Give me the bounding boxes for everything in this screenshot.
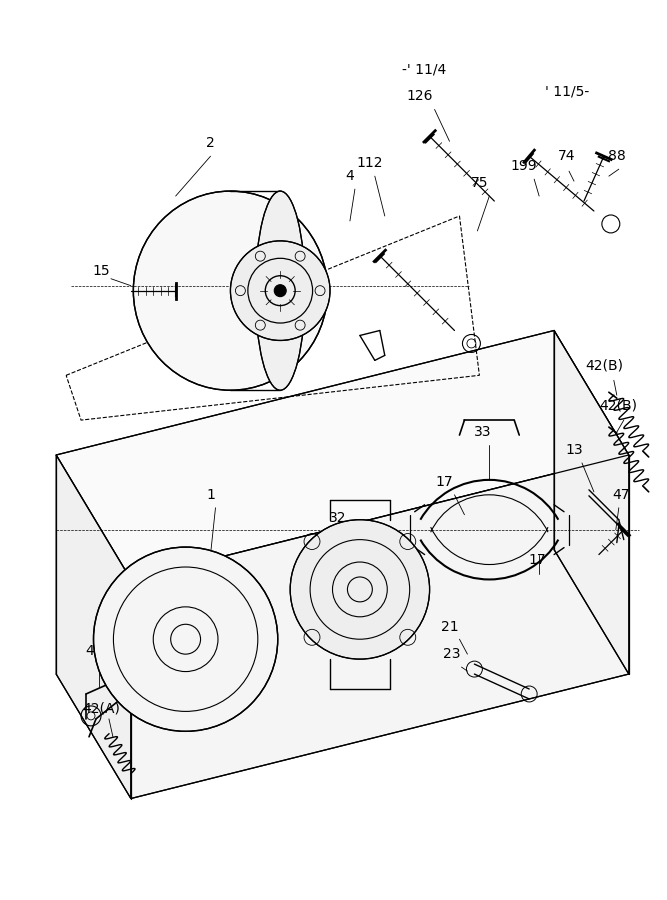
Polygon shape <box>56 455 131 798</box>
Polygon shape <box>56 330 629 580</box>
Text: 4: 4 <box>346 169 354 183</box>
Text: 21: 21 <box>441 620 458 634</box>
Text: 74: 74 <box>558 149 576 163</box>
Text: 17: 17 <box>436 475 454 489</box>
Text: 41: 41 <box>85 644 103 658</box>
Text: 42(A): 42(A) <box>82 702 120 716</box>
Ellipse shape <box>255 191 305 391</box>
Text: ' 11/5-: ' 11/5- <box>545 85 589 98</box>
Text: 32: 32 <box>329 510 347 525</box>
Text: 47: 47 <box>612 488 630 502</box>
Text: 33: 33 <box>474 425 491 439</box>
Text: 46: 46 <box>154 600 171 615</box>
Text: 1: 1 <box>206 488 215 502</box>
Text: 126: 126 <box>406 89 433 104</box>
Ellipse shape <box>133 191 327 391</box>
Text: 23: 23 <box>443 647 460 662</box>
Text: 13: 13 <box>565 443 583 457</box>
Text: 39: 39 <box>187 572 204 587</box>
Text: 75: 75 <box>471 176 488 190</box>
Ellipse shape <box>93 547 277 732</box>
Ellipse shape <box>274 284 286 297</box>
Ellipse shape <box>230 241 330 340</box>
Text: 17: 17 <box>528 553 546 566</box>
Text: 112: 112 <box>357 157 383 170</box>
Ellipse shape <box>290 519 430 659</box>
Polygon shape <box>131 455 629 798</box>
Text: 15: 15 <box>92 264 110 278</box>
Text: 42(B): 42(B) <box>600 398 638 412</box>
Text: 199: 199 <box>511 159 538 173</box>
Text: 88: 88 <box>608 149 626 163</box>
Text: -' 11/4: -' 11/4 <box>402 63 447 76</box>
Text: 2: 2 <box>206 136 215 150</box>
Text: 42(B): 42(B) <box>585 358 623 373</box>
Text: 40: 40 <box>92 627 110 641</box>
Polygon shape <box>554 330 629 674</box>
